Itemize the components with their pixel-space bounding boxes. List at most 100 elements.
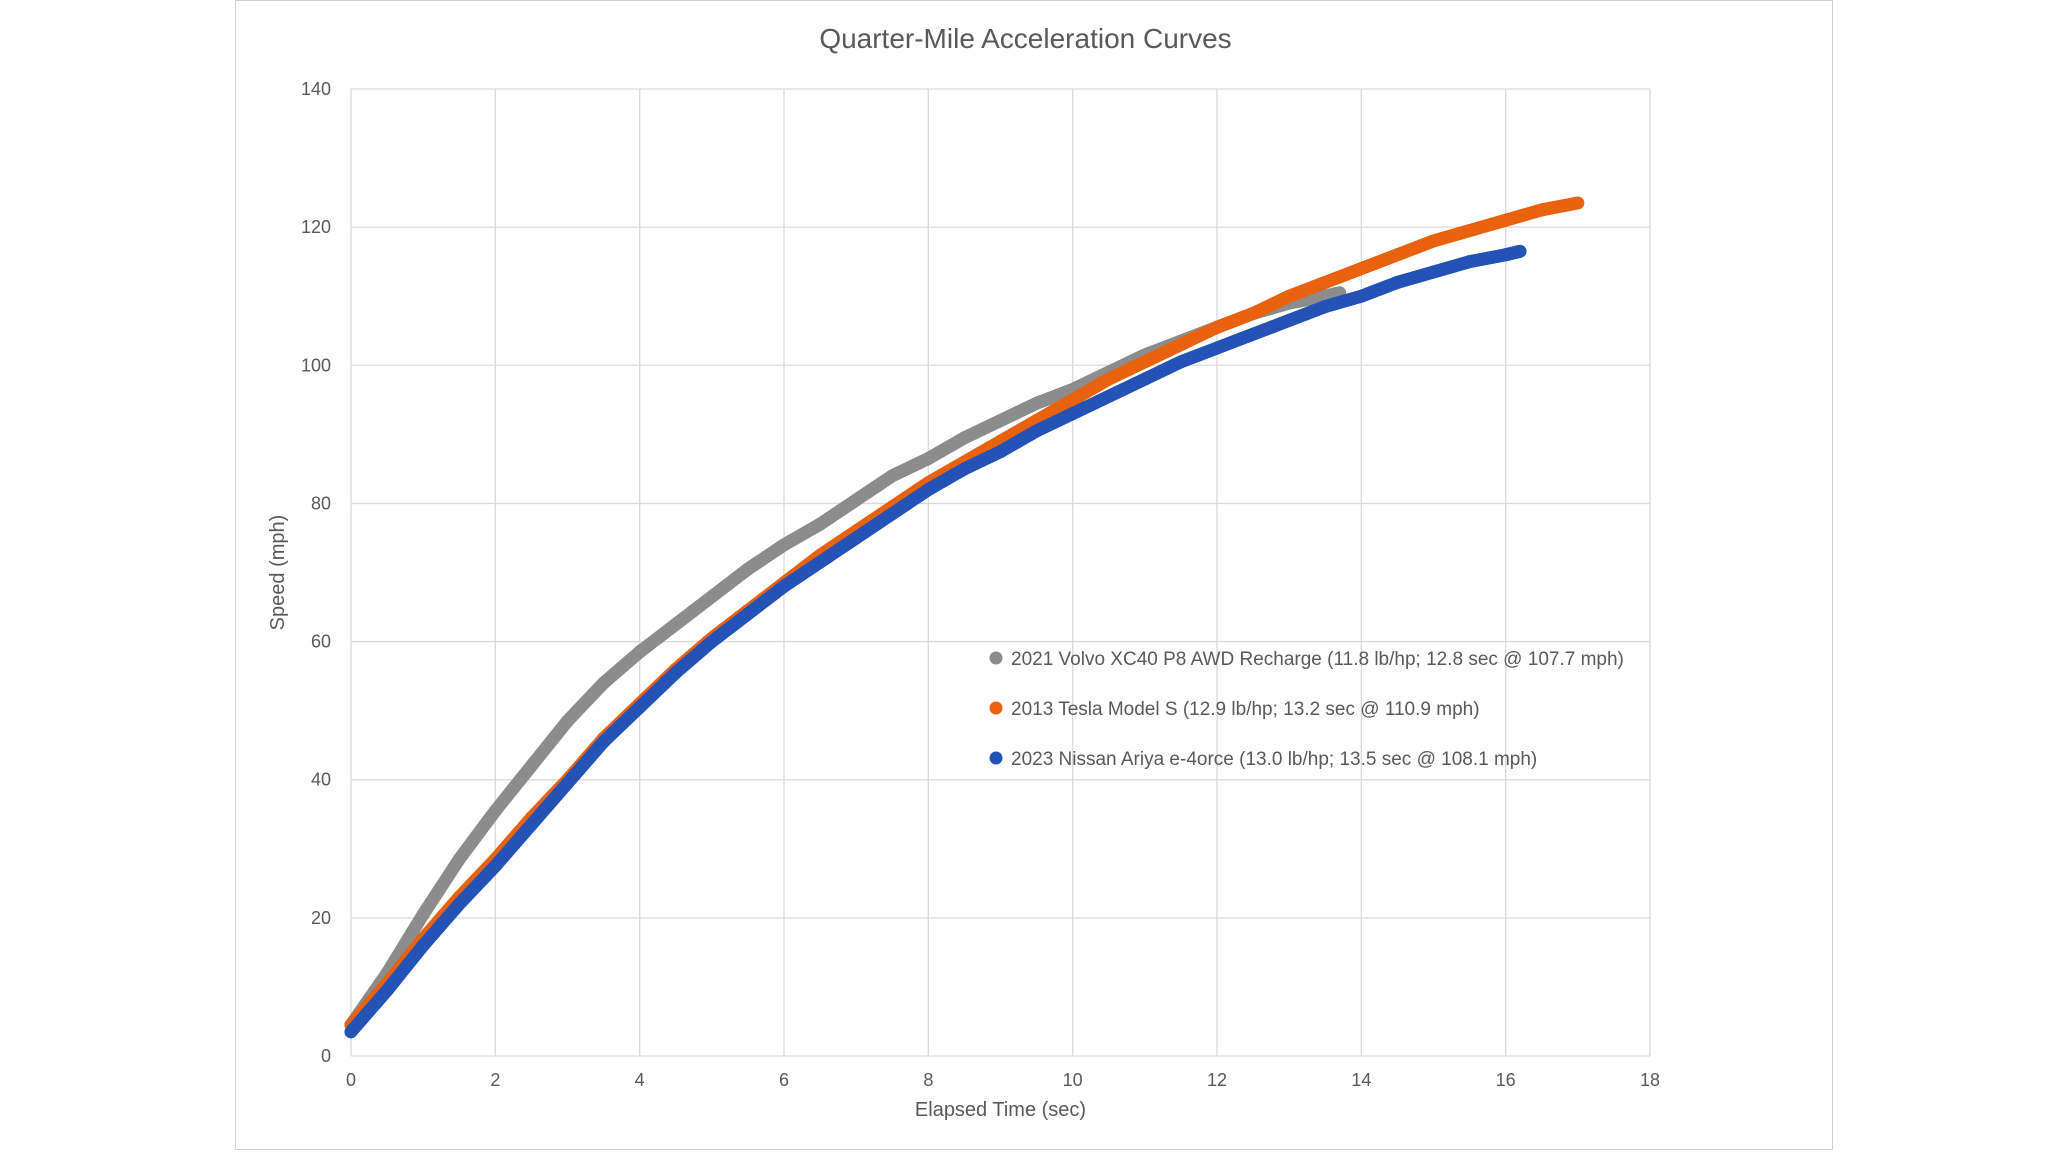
data-point	[488, 859, 502, 873]
data-point	[1390, 248, 1404, 262]
data-point	[1282, 289, 1296, 303]
data-point	[777, 538, 791, 552]
data-point	[1066, 407, 1080, 421]
data-point	[813, 555, 827, 569]
data-point	[1174, 338, 1188, 352]
data-point	[1066, 393, 1080, 407]
data-point	[994, 445, 1007, 459]
data-point	[741, 562, 755, 576]
data-point	[1318, 275, 1332, 289]
data-point	[885, 469, 899, 483]
data-point	[1427, 234, 1440, 248]
chart-container: Quarter-Mile Acceleration Curves 0 2 4 6 8 10…	[235, 0, 1833, 1150]
data-point	[452, 897, 466, 911]
y-tick-label: 120	[301, 217, 331, 237]
data-point	[416, 938, 430, 952]
legend: 2021 Volvo XC40 P8 AWD Recharge (11.8 lb…	[989, 649, 1624, 770]
data-point	[994, 414, 1007, 428]
legend-marker	[989, 651, 1003, 665]
data-point	[561, 776, 574, 790]
data-point	[777, 579, 791, 593]
data-point	[1102, 389, 1116, 403]
data-point	[885, 507, 899, 521]
x-tick-label: 8	[923, 1070, 933, 1090]
data-point	[597, 735, 611, 749]
data-point	[1354, 262, 1368, 276]
data-point	[488, 804, 502, 818]
legend-label: 2023 Nissan Ariya e-4orce (13.0 lb/hp; 1…	[1011, 749, 1537, 770]
data-point	[1354, 289, 1368, 303]
x-tick-label: 4	[635, 1070, 645, 1090]
x-tick-label: 14	[1351, 1070, 1371, 1090]
x-tick-label: 6	[779, 1070, 789, 1090]
data-point	[561, 714, 574, 728]
data-point	[813, 517, 827, 531]
data-point	[1318, 300, 1332, 314]
data-point	[849, 531, 863, 545]
series-3	[344, 244, 1527, 1039]
data-point	[1246, 327, 1260, 341]
x-tick-label: 16	[1496, 1070, 1516, 1090]
grid-lines	[350, 88, 1651, 1057]
data-point	[849, 493, 863, 507]
data-point	[705, 635, 719, 649]
y-tick-label: 40	[311, 770, 331, 790]
data-point	[1390, 275, 1404, 289]
data-point	[1030, 424, 1044, 438]
x-axis-title: Elapsed Time (sec)	[915, 1099, 1086, 1121]
x-tick-label: 12	[1207, 1070, 1227, 1090]
data-point	[1499, 213, 1513, 227]
x-tick-label: 0	[346, 1070, 356, 1090]
data-point	[741, 607, 755, 621]
data-point	[1174, 355, 1188, 369]
y-tick-label: 80	[311, 493, 331, 513]
data-point	[597, 676, 611, 690]
data-point	[1138, 372, 1152, 386]
data-point	[957, 462, 971, 476]
acceleration-chart: Quarter-Mile Acceleration Curves 0 2 4 6 8 10…	[267, 23, 1660, 1121]
series-2	[344, 196, 1585, 1032]
series-points	[344, 196, 1585, 1039]
data-point	[1513, 244, 1527, 258]
y-tick-label: 60	[311, 632, 331, 652]
data-point	[1030, 396, 1044, 410]
data-point	[1138, 355, 1152, 369]
x-tick-label: 10	[1063, 1070, 1083, 1090]
data-point	[344, 1025, 358, 1039]
axis-tick-labels: 0 2 4 6 8 10 12 14 16 18 0 20 40 60 80 100 120 140	[301, 79, 1660, 1090]
legend-label: 2021 Volvo XC40 P8 AWD Recharge (11.8 lb…	[1011, 649, 1624, 670]
data-point	[1535, 203, 1549, 217]
data-point	[633, 645, 647, 659]
y-axis-title: Speed (mph)	[267, 515, 289, 631]
data-point	[705, 590, 719, 604]
data-point	[1246, 306, 1260, 320]
data-point	[957, 431, 971, 445]
data-point	[633, 700, 647, 714]
data-point	[1102, 372, 1116, 386]
data-point	[1463, 224, 1477, 238]
data-point	[1282, 313, 1296, 327]
data-point	[452, 852, 466, 866]
data-point	[380, 983, 394, 997]
data-point	[1210, 341, 1224, 355]
data-point	[1210, 320, 1224, 334]
data-point	[416, 907, 430, 921]
legend-label: 2013 Tesla Model S (12.9 lb/hp; 13.2 sec…	[1011, 699, 1480, 720]
y-tick-label: 0	[321, 1046, 331, 1066]
data-point	[1499, 248, 1513, 262]
data-point	[921, 452, 935, 466]
y-tick-label: 100	[301, 355, 331, 375]
chart-title: Quarter-Mile Acceleration Curves	[819, 23, 1231, 54]
data-point	[921, 483, 935, 497]
x-tick-label: 18	[1640, 1070, 1660, 1090]
data-point	[1571, 196, 1585, 210]
data-point	[669, 666, 683, 680]
x-tick-label: 2	[490, 1070, 500, 1090]
data-point	[524, 818, 538, 832]
legend-marker	[989, 701, 1003, 715]
data-point	[1427, 265, 1440, 279]
data-point	[1463, 255, 1477, 269]
legend-marker	[989, 751, 1003, 765]
data-point	[669, 617, 683, 631]
data-point	[524, 759, 538, 773]
